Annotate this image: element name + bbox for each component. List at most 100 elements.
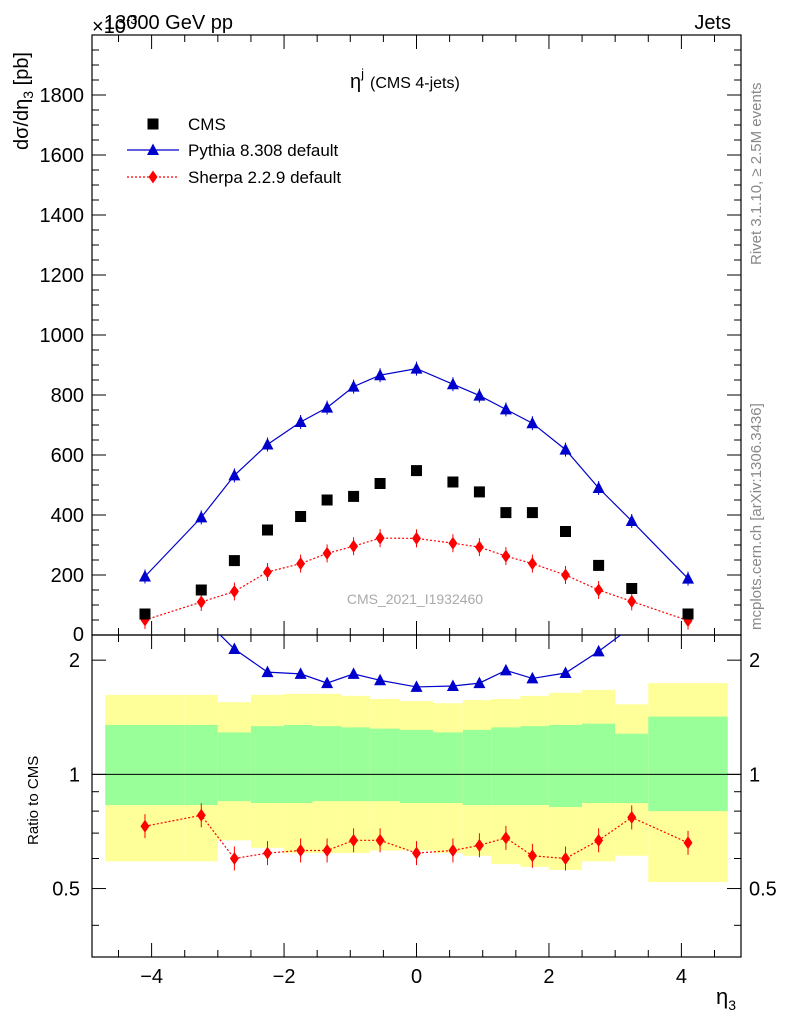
plot-title-sup: j — [360, 66, 364, 81]
y-tick-label: 1400 — [40, 205, 85, 227]
legend-label: Sherpa 2.2.9 default — [188, 168, 341, 187]
ratio-y-tick-label-right: 0.5 — [749, 879, 777, 901]
ratio-inner-band — [548, 724, 583, 808]
sherpa-point — [594, 583, 604, 597]
sherpa-point — [229, 585, 239, 598]
ratio-sherpa-point — [448, 843, 458, 857]
ratio-pythia-point — [526, 671, 539, 684]
legend: CMS Pythia 8.308 default Sherpa 2.2.9 defa… — [127, 115, 341, 187]
pythia-point — [526, 416, 539, 429]
ratio-series — [140, 635, 693, 871]
ratio-sherpa-point — [140, 819, 150, 833]
cms-point — [321, 494, 333, 506]
sherpa-point — [322, 546, 332, 560]
pythia-point — [499, 402, 512, 415]
ratio-sherpa-point — [501, 831, 511, 845]
ratio-inner-band — [284, 724, 313, 804]
ratio-sherpa-point — [375, 833, 385, 847]
cms-point — [348, 490, 360, 502]
sherpa-point — [501, 549, 511, 563]
cms-point — [228, 555, 240, 567]
sherpa-point — [412, 531, 421, 545]
pythia-point — [294, 415, 307, 427]
ratio-pythia-point — [592, 644, 605, 657]
cms-point — [195, 584, 207, 596]
ratio-inner-band — [370, 728, 400, 802]
ratio-pythia-point — [321, 676, 334, 689]
mcplots-label: mcplots.cern.ch [arXiv:1306.3436] — [748, 403, 765, 630]
ratio-sherpa-point — [594, 833, 604, 847]
legend-marker — [147, 143, 159, 155]
ratio-inner-band — [615, 733, 649, 804]
pythia-point — [592, 481, 605, 493]
ratio-inner-band — [462, 729, 492, 806]
ratio-inner-band — [648, 716, 728, 812]
x-tick-label: 2 — [543, 966, 554, 988]
ratio-pythia-point — [410, 680, 423, 692]
cms-point — [411, 465, 422, 477]
y-tick-label: 1600 — [40, 145, 85, 167]
pythia-point — [473, 389, 486, 401]
y-axis-label: dσ/dη3 [pb] — [11, 52, 36, 150]
cms-point — [526, 507, 538, 519]
ratio-sherpa-point — [196, 808, 206, 822]
ratio-pythia-point — [347, 667, 360, 679]
sherpa-point — [349, 539, 359, 553]
exponent-label: ×10-3 — [92, 12, 138, 38]
ratio-sherpa-point — [474, 838, 484, 852]
plot-title-rest: (CMS 4-jets) — [370, 75, 460, 92]
ratio-inner-band — [341, 727, 371, 802]
analysis-watermark: CMS_2021_I1932460 — [347, 591, 483, 607]
sherpa-point — [296, 557, 306, 571]
pythia-point — [410, 362, 423, 374]
ratio-y-tick-label-right: 2 — [749, 650, 760, 672]
labels-layer: 13000 GeV pp ×10-3 Jets Rivet 3.1.10, ≥ … — [11, 12, 765, 1013]
ratio-inner-band — [312, 726, 342, 802]
exponent-power: -3 — [126, 12, 138, 27]
ratio-sherpa-point — [561, 852, 571, 866]
legend-label: Pythia 8.308 default — [188, 141, 339, 160]
ratio-inner-band — [250, 726, 285, 804]
ratio-inner-band — [105, 724, 185, 806]
ratio-pythia-point — [261, 665, 274, 678]
x-tick-label: −4 — [140, 966, 163, 988]
ratio-y-tick-label-left: 1 — [69, 764, 80, 786]
ratio-inner-band — [520, 726, 549, 806]
ratio-inner-band — [491, 727, 521, 806]
ratio-y-tick-label-left: 0.5 — [52, 879, 80, 901]
y-tick-label: 200 — [51, 565, 84, 587]
cms-point — [374, 478, 386, 489]
ratio-y-tick-label-left: 2 — [69, 650, 80, 672]
pythia-point — [195, 510, 208, 523]
pythia-point — [321, 401, 334, 413]
ratio-inner-band — [399, 729, 434, 804]
pythia-point — [559, 443, 572, 455]
ratio-pythia-point — [228, 642, 241, 655]
y-tick-label-zero: 0 — [73, 624, 84, 646]
pythia-point — [261, 438, 274, 450]
rivet-label: Rivet 3.1.10, ≥ 2.5M events — [748, 83, 765, 266]
sherpa-point — [262, 565, 272, 579]
cms-point — [682, 608, 694, 620]
ratio-sherpa-point — [627, 810, 637, 824]
axis-ticks: −4 −2 0 2 4 200 400 600 800 1000 1200 1400 1600 1800 0… — [40, 35, 777, 988]
x-axis-label: η3 — [716, 984, 736, 1013]
process-label: Jets — [694, 12, 731, 34]
ratio-y-tick-label-right: 1 — [749, 764, 760, 786]
cms-point — [560, 526, 572, 537]
ratio-bands-layer — [105, 683, 728, 883]
ratio-inner-band — [582, 723, 616, 804]
x-tick-label: −2 — [273, 966, 296, 988]
sherpa-point — [448, 536, 458, 550]
ratio-pythia-point — [374, 673, 387, 686]
sherpa-point — [527, 557, 537, 571]
collision-label: 13000 GeV pp — [104, 12, 233, 34]
ratio-pythia-point — [499, 663, 512, 676]
series-layer — [138, 361, 695, 871]
sherpa-line — [144, 537, 689, 622]
sherpa-point — [627, 594, 637, 608]
pythia-point — [682, 572, 695, 584]
legend-marker — [147, 118, 159, 130]
sherpa-point — [196, 595, 206, 609]
cms-point — [500, 507, 512, 519]
